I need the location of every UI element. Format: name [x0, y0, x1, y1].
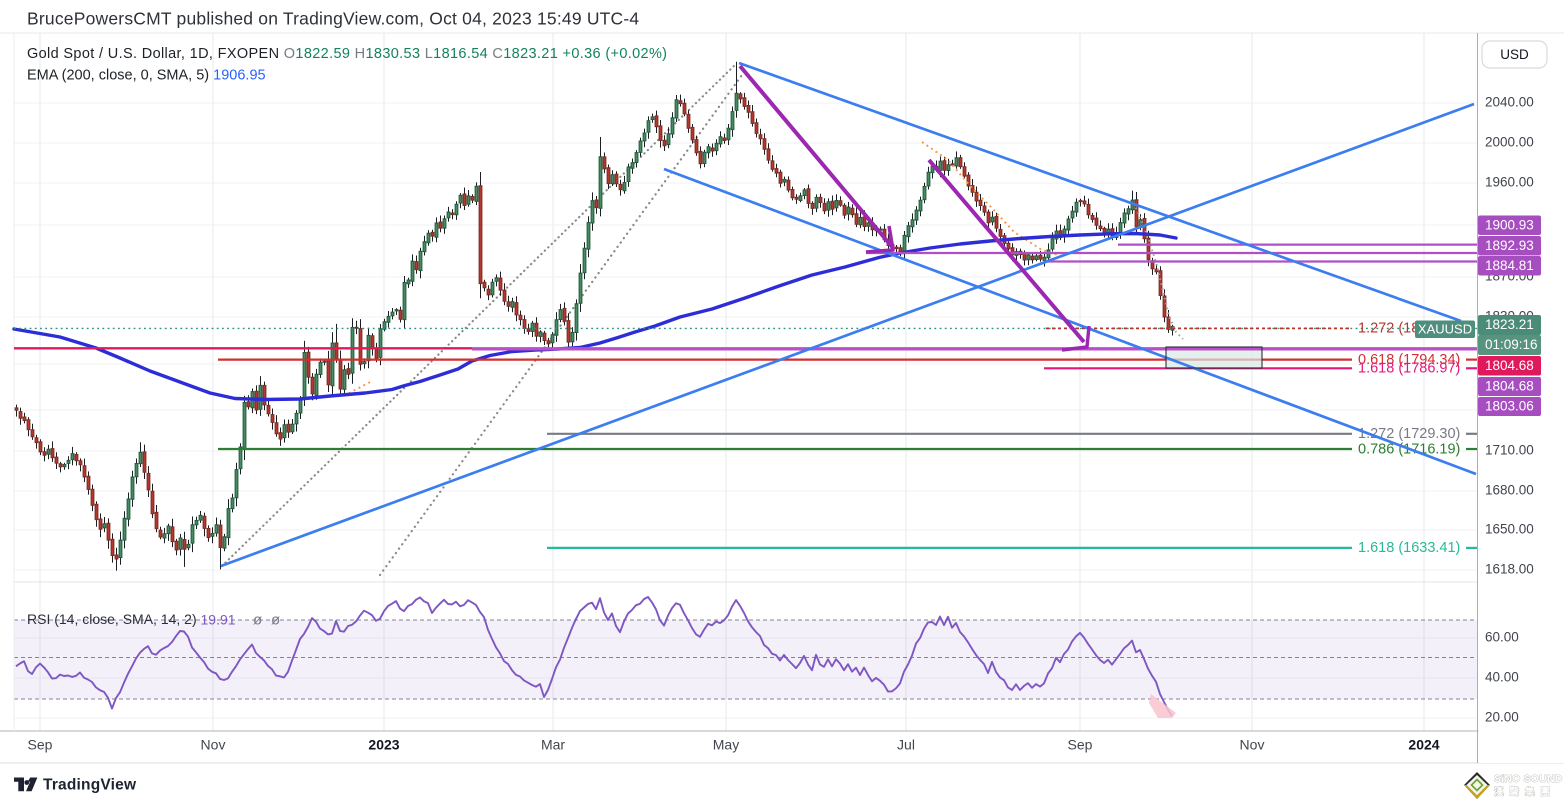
svg-text:01:09:16: 01:09:16: [1485, 337, 1538, 352]
svg-text:40.00: 40.00: [1485, 670, 1519, 685]
svg-text:1.618 (1786.97): 1.618 (1786.97): [1358, 361, 1460, 377]
svg-text:2024: 2024: [1408, 737, 1439, 753]
svg-text:1.618 (1633.41): 1.618 (1633.41): [1358, 540, 1460, 556]
svg-text:Mar: Mar: [541, 737, 565, 753]
svg-text:Nov: Nov: [1240, 737, 1265, 753]
svg-text:1650.00: 1650.00: [1485, 522, 1534, 537]
svg-text:2040.00: 2040.00: [1485, 95, 1534, 110]
svg-text:May: May: [713, 737, 739, 753]
svg-text:Jul: Jul: [897, 737, 915, 753]
svg-text:BrucePowersCMT published on Tr: BrucePowersCMT published on TradingView.…: [27, 9, 639, 29]
svg-text:1823.21: 1823.21: [1485, 317, 1534, 332]
svg-text:1680.00: 1680.00: [1485, 483, 1534, 498]
svg-text:1.272 (18: 1.272 (18: [1358, 321, 1419, 337]
svg-text:RSI (14, close, SMA, 14, 2) 19: RSI (14, close, SMA, 14, 2) 19.91 ø ø: [27, 611, 280, 628]
svg-text:1960.00: 1960.00: [1485, 175, 1534, 190]
svg-text:Sep: Sep: [1068, 737, 1093, 753]
svg-text:EMA (200, close, 0, SMA, 5) 19: EMA (200, close, 0, SMA, 5) 1906.95: [27, 67, 266, 83]
svg-text:1900.93: 1900.93: [1485, 217, 1534, 232]
svg-text:漢聲集團: 漢聲集團: [1494, 786, 1556, 798]
svg-text:1892.93: 1892.93: [1485, 238, 1534, 253]
svg-text:1803.06: 1803.06: [1485, 399, 1534, 414]
svg-text:0.618 (1794.34): 0.618 (1794.34): [1358, 352, 1460, 368]
svg-text:1804.68: 1804.68: [1485, 358, 1534, 373]
svg-text:60.00: 60.00: [1485, 630, 1519, 645]
svg-text:2023: 2023: [368, 737, 399, 753]
svg-text:20.00: 20.00: [1485, 710, 1519, 725]
svg-text:2000.00: 2000.00: [1485, 135, 1534, 150]
svg-text:Sep: Sep: [28, 737, 53, 753]
svg-text:TradingView: TradingView: [43, 777, 137, 794]
svg-text:SiNO SOUND: SiNO SOUND: [1494, 773, 1563, 785]
svg-text:1804.68: 1804.68: [1485, 379, 1534, 394]
svg-text:USD: USD: [1500, 47, 1529, 62]
svg-text:1618.00: 1618.00: [1485, 562, 1534, 577]
svg-text:Nov: Nov: [201, 737, 226, 753]
svg-text:1884.81: 1884.81: [1485, 258, 1534, 273]
svg-text:Gold Spot / U.S. Dollar, 1D, F: Gold Spot / U.S. Dollar, 1D, FXOPEN O182…: [27, 46, 667, 62]
svg-text:1710.00: 1710.00: [1485, 443, 1534, 458]
svg-text:XAUUSD: XAUUSD: [1418, 321, 1472, 336]
